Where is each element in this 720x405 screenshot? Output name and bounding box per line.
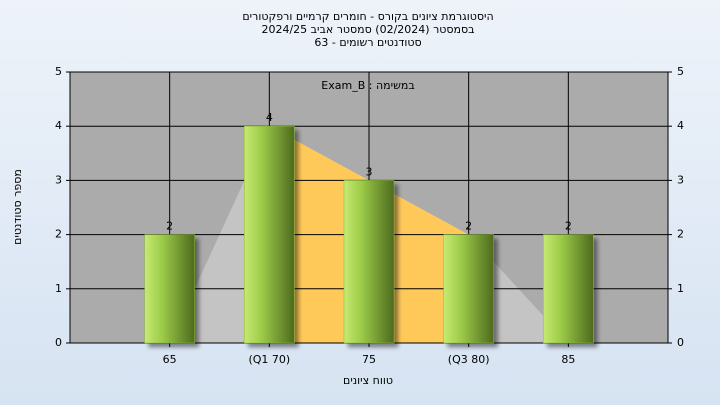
- chart-title: בסמסטר (02/2024) סמסטר אביב 2024/25: [261, 23, 474, 36]
- y-tick-label: 1: [55, 282, 62, 295]
- bar: [543, 234, 594, 344]
- bar: [144, 234, 195, 344]
- x-axis-label: טווח ציונים: [343, 374, 393, 387]
- y-tick-label: 5: [55, 65, 62, 78]
- y2-tick-label: 0: [677, 336, 684, 349]
- x-tick-label: 65: [163, 353, 177, 366]
- y-tick-label: 3: [55, 173, 62, 186]
- chart-title: סטודנטים רשומים - 63: [314, 36, 421, 49]
- y-tick-label: 2: [55, 228, 62, 241]
- value-label: 2: [465, 220, 472, 233]
- bar: [244, 125, 295, 344]
- value-label: 2: [565, 220, 572, 233]
- y-tick-label: 0: [55, 336, 62, 349]
- x-tick-label: 75: [362, 353, 376, 366]
- y2-tick-label: 4: [677, 119, 684, 132]
- value-label: 3: [366, 165, 373, 178]
- y2-tick-label: 2: [677, 228, 684, 241]
- x-tick-label: (Q1 70): [248, 353, 290, 366]
- y-tick-label: 4: [55, 119, 62, 132]
- value-label: 4: [266, 111, 273, 124]
- y2-tick-label: 5: [677, 65, 684, 78]
- bar: [343, 180, 395, 344]
- value-label: 2: [166, 220, 173, 233]
- y-axis-label: מספר סטודנטים: [11, 169, 24, 245]
- y2-tick-label: 3: [677, 173, 684, 186]
- x-tick-label: (Q3 80): [448, 353, 490, 366]
- y2-tick-label: 1: [677, 282, 684, 295]
- chart-title: היסטוגרמת ציונים בקורס - חומרים קרמיים ו…: [242, 10, 493, 23]
- annotation: במשימה : Exam_B: [321, 79, 414, 92]
- bar: [443, 234, 494, 344]
- x-tick-label: 85: [561, 353, 575, 366]
